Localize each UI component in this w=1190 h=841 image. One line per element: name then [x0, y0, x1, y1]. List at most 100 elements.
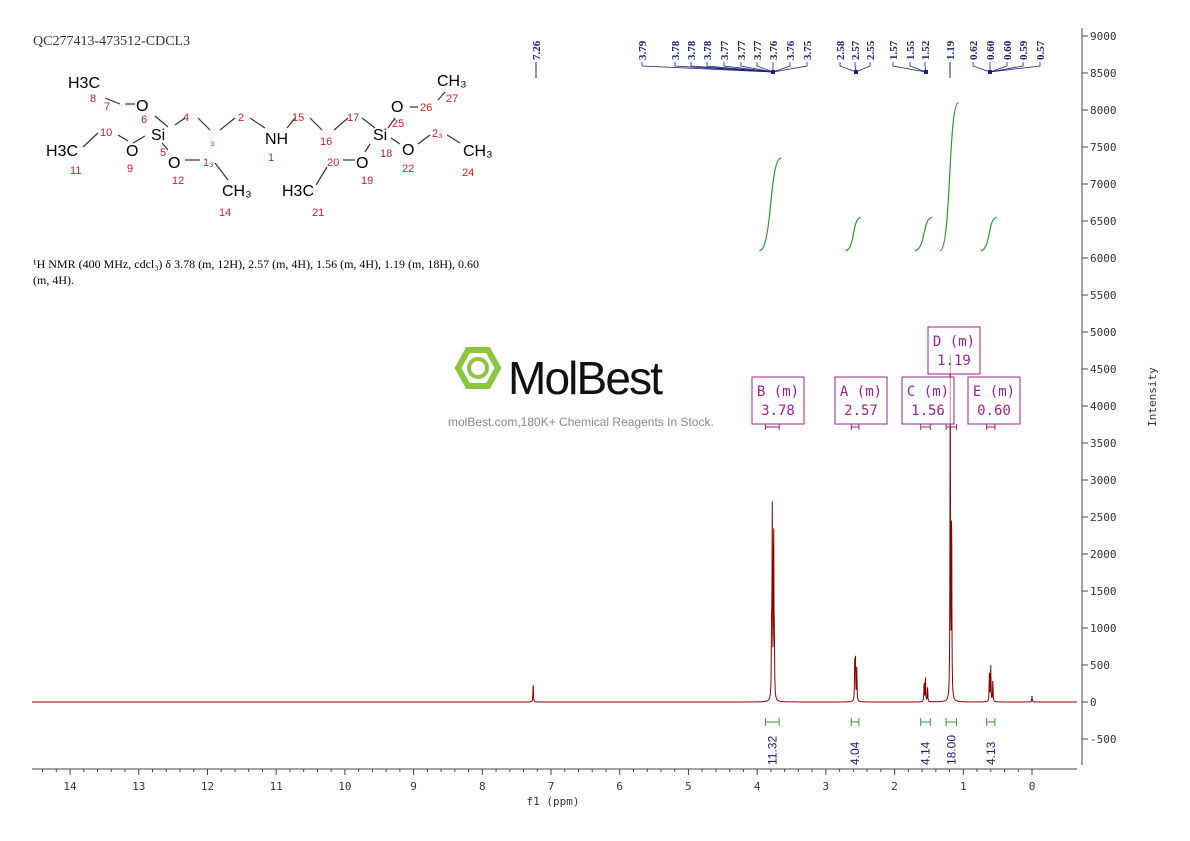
atom-label: 2₃ — [432, 128, 443, 140]
atom-label: O — [136, 98, 148, 115]
peak-label: 3.77 — [752, 40, 764, 60]
atom-label: 27 — [446, 93, 458, 105]
y-tick-label: 8000 — [1090, 104, 1117, 117]
integral-bracket — [920, 718, 931, 726]
x-tick-label: 7 — [548, 780, 555, 793]
bond — [446, 134, 461, 144]
atom-label: O — [391, 99, 403, 116]
multiplet-box — [751, 376, 805, 425]
integral-value: 4.13 — [984, 741, 998, 765]
integral-bracket — [850, 718, 860, 726]
atom-label: 6 — [141, 114, 147, 126]
x-tick-label: 0 — [1029, 780, 1036, 793]
atom-label: O — [126, 143, 138, 160]
multiplet-box — [967, 376, 1021, 425]
y-tick-label: 5000 — [1090, 326, 1117, 339]
atom-label: H3C — [282, 183, 314, 200]
atom-label: CH₃ — [463, 143, 493, 160]
atom-label: 21 — [312, 207, 324, 219]
bond — [117, 134, 129, 142]
peak-group-marker — [924, 70, 928, 74]
nmr-description-line1: ¹H NMR (400 MHz, cdcl₃) δ 3.78 (m, 12H),… — [33, 257, 479, 271]
y-tick-label: 8500 — [1090, 67, 1117, 80]
atom-label: 8 — [90, 93, 96, 105]
peak-label: 2.57 — [850, 40, 862, 60]
atom-label: 26 — [420, 102, 432, 114]
integral-bracket — [986, 718, 996, 726]
multiplet-range — [850, 424, 860, 430]
peak-label: 3.75 — [802, 40, 814, 60]
atom-label: O — [356, 155, 368, 172]
atom-label: 11 — [70, 165, 81, 177]
atom-label: H3C — [68, 75, 100, 92]
peak-label: 3.77 — [719, 40, 731, 60]
peak-label: 0.60 — [1002, 40, 1014, 60]
multiplet-label: B (m) — [757, 384, 799, 400]
atom-label: 18 — [380, 148, 392, 160]
y-tick-label: 7000 — [1090, 178, 1117, 191]
y-tick-label: 0 — [1090, 696, 1097, 709]
peak-label: 3.78 — [686, 40, 698, 60]
atom-label: 2 — [238, 112, 244, 124]
bond — [197, 117, 211, 131]
y-tick-label: 3500 — [1090, 437, 1117, 450]
peak-label: 1.19 — [945, 40, 957, 60]
atom-label: 9 — [127, 163, 133, 175]
logo-ring-icon — [467, 357, 489, 379]
bond — [104, 97, 121, 105]
y-tick-label: 2000 — [1090, 548, 1117, 561]
multiplet-range — [945, 424, 957, 430]
x-tick-label: 1 — [960, 780, 967, 793]
atom-label: 19 — [361, 175, 373, 187]
atom-label: 16 — [320, 136, 332, 148]
peak-label: 3.76 — [785, 40, 797, 60]
x-tick-label: 10 — [338, 780, 351, 793]
y-tick-label: 6500 — [1090, 215, 1117, 228]
peak-label: 0.59 — [1018, 40, 1030, 60]
y-tick-label: 1500 — [1090, 585, 1117, 598]
integral-curve — [845, 216, 862, 252]
atom-label: CH₃ — [437, 73, 467, 90]
y-tick-label: 4500 — [1090, 363, 1117, 376]
atom-label: 4 — [183, 112, 189, 124]
peak-label: 0.62 — [968, 40, 980, 60]
x-tick-label: 4 — [754, 780, 761, 793]
peak-label-leader — [772, 62, 808, 73]
atom-label: Si — [151, 127, 165, 144]
x-tick-label: 9 — [410, 780, 417, 793]
bond — [249, 117, 266, 129]
y-tick-label: 3000 — [1090, 474, 1117, 487]
atom-label: 22 — [402, 163, 414, 175]
peak-label-leader — [855, 62, 871, 73]
peak-label: 2.58 — [835, 40, 847, 60]
x-axis-label: f1 (ppm) — [527, 795, 580, 808]
atom-label: 14 — [219, 207, 231, 219]
integral-value: 18.00 — [944, 735, 958, 765]
peak-label-leader — [972, 62, 991, 73]
bond — [361, 117, 376, 129]
atom-label: O — [402, 142, 414, 159]
x-tick-label: 3 — [823, 780, 830, 793]
multiplet-label: A (m) — [840, 384, 882, 400]
peak-label: 7.26 — [531, 40, 543, 60]
atom-label: 10 — [100, 127, 112, 139]
multiplet-label: C (m) — [907, 384, 949, 400]
y-tick-label: 9000 — [1090, 30, 1117, 43]
peak-label: 3.77 — [736, 40, 748, 60]
integral-value: 4.14 — [918, 741, 932, 765]
peak-group-marker — [771, 70, 775, 74]
atom-label: 5 — [160, 147, 166, 159]
bond — [364, 143, 371, 153]
x-tick-label: 5 — [685, 780, 692, 793]
atom-label: Si — [373, 127, 387, 144]
integral-curve — [939, 102, 959, 252]
x-tick-label: 8 — [479, 780, 486, 793]
atom-label: CH₃ — [222, 183, 252, 200]
bond — [437, 91, 446, 101]
peak-label-leader — [772, 62, 791, 73]
watermark-tagline: molBest.com,180K+ Chemical Reagents In S… — [448, 415, 714, 429]
atom-label: 15 — [292, 112, 304, 124]
atom-label: 1₃ — [203, 157, 214, 169]
integral-curve — [980, 216, 998, 252]
